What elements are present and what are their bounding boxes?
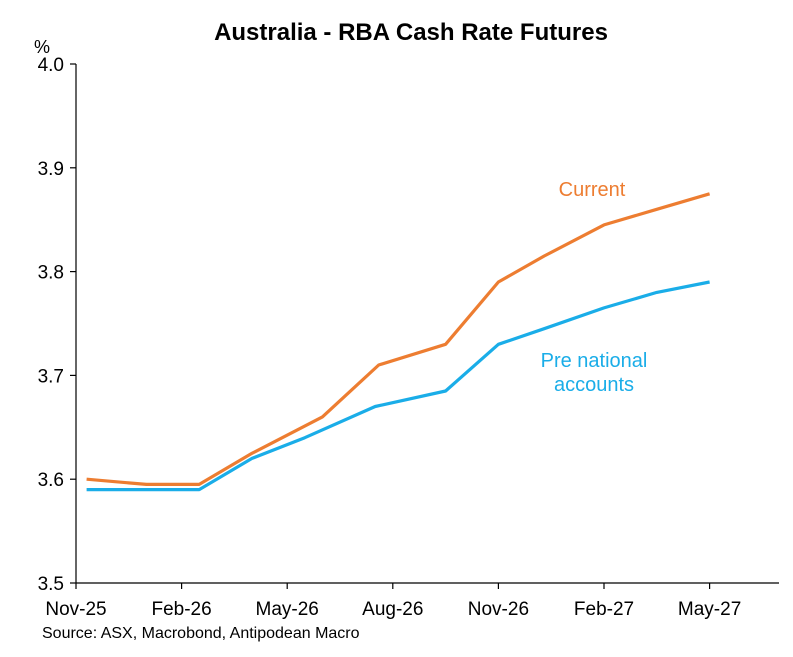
plot-area <box>86 192 711 492</box>
x-tick-label: Nov-25 <box>45 599 106 620</box>
x-tick-label: Aug-26 <box>362 599 423 620</box>
y-tick-label: 3.8 <box>38 263 64 284</box>
y-axis: 4.0 3.9 3.8 3.7 3.6 3.5 <box>38 55 77 595</box>
series-line-pre-national-accounts <box>86 280 710 492</box>
annotation-current: Current <box>559 179 626 201</box>
x-tick-label: Nov-26 <box>468 599 529 620</box>
x-tick-label: May-26 <box>256 599 319 620</box>
annotation-pre-national-accounts: Pre national accounts <box>541 350 648 396</box>
y-tick-label: 3.5 <box>38 574 64 595</box>
y-tick-label: 3.6 <box>38 470 64 491</box>
series-line-current <box>86 192 711 486</box>
x-tick-label: May-27 <box>678 599 741 620</box>
x-tick-label: Feb-26 <box>151 599 211 620</box>
x-axis: Nov-25 Feb-26 May-26 Aug-26 Nov-26 Feb-27 May-… <box>45 582 779 620</box>
source-note: Source: ASX, Macrobond, Antipodean Macro <box>42 625 360 642</box>
series-annotations: Current Pre national accounts <box>541 179 648 396</box>
chart-title: Australia - RBA Cash Rate Futures <box>214 19 608 46</box>
x-tick-label: Feb-27 <box>574 599 634 620</box>
y-tick-label: 3.7 <box>38 366 64 387</box>
y-axis-unit-label: % <box>34 37 50 57</box>
y-tick-label: 3.9 <box>38 159 64 180</box>
y-tick-label: 4.0 <box>38 55 64 76</box>
